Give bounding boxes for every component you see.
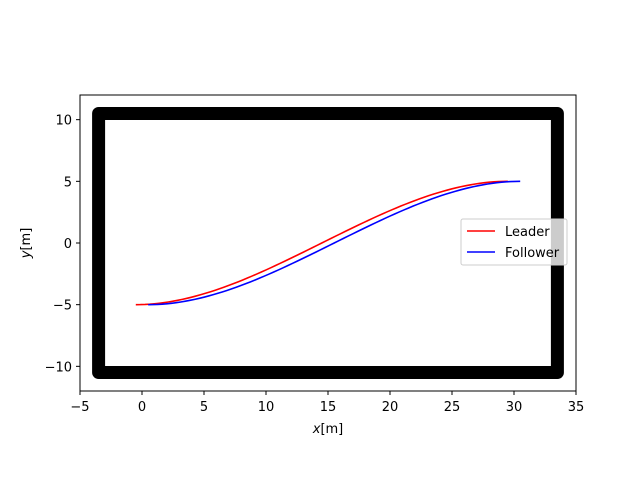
legend-label-leader: Leader <box>505 225 550 240</box>
x-tick-label: 10 <box>258 400 275 415</box>
x-tick-label: 15 <box>320 400 337 415</box>
x-tick-label: 25 <box>444 400 461 415</box>
x-tick-label: 20 <box>382 400 399 415</box>
y-tick-label: −5 <box>53 299 72 314</box>
legend-label-follower: Follower <box>505 246 560 261</box>
x-axis-label: x[m] <box>312 422 344 437</box>
x-tick-label: 35 <box>568 400 585 415</box>
y-tick-label: 5 <box>64 175 72 190</box>
series-line-follower <box>148 180 521 306</box>
boundary-layer <box>92 107 564 379</box>
y-tick-label: −10 <box>45 360 72 375</box>
legend: Leader Follower <box>460 218 568 266</box>
y-axis-ticks: −10 −5 0 5 10 <box>45 114 80 375</box>
y-axis-label: y[m] <box>19 228 34 260</box>
x-tick-label: 0 <box>138 400 146 415</box>
series-line-leader <box>135 180 508 306</box>
boundary-wall <box>92 107 564 379</box>
series-layer <box>135 180 521 306</box>
y-tick-label: 0 <box>64 237 72 252</box>
x-tick-label: 30 <box>506 400 523 415</box>
y-tick-label: 10 <box>55 114 72 129</box>
x-axis-ticks: −5 0 5 10 15 20 25 30 35 <box>70 391 584 415</box>
x-tick-label: 5 <box>200 400 208 415</box>
x-tick-label: −5 <box>70 400 89 415</box>
